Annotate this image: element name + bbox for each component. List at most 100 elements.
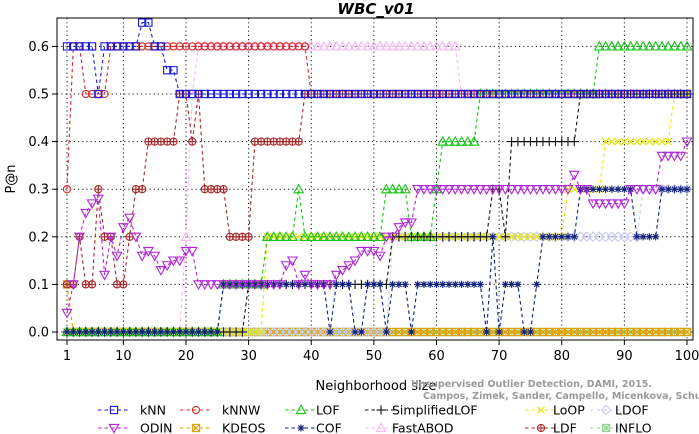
data-point <box>163 328 171 336</box>
data-point <box>332 89 341 99</box>
data-point <box>574 185 587 195</box>
data-point <box>169 66 178 75</box>
data-point <box>201 328 209 336</box>
data-point <box>607 137 616 146</box>
data-point <box>61 308 73 319</box>
data-point <box>261 231 273 241</box>
data-point <box>637 185 649 195</box>
data-point <box>551 89 560 99</box>
data-point <box>188 89 197 99</box>
data-point <box>593 40 605 51</box>
legend-label: LoOP <box>553 403 585 418</box>
data-point <box>318 231 330 241</box>
data-point <box>250 328 259 336</box>
legend-marker <box>295 404 307 415</box>
data-point <box>444 89 454 99</box>
data-point <box>631 40 643 51</box>
data-point <box>374 40 386 51</box>
data-point <box>163 66 172 75</box>
series-odin <box>61 137 693 319</box>
data-point <box>526 232 535 241</box>
data-point <box>418 40 430 51</box>
data-point <box>650 40 662 51</box>
data-point <box>682 89 692 99</box>
data-point <box>150 42 159 51</box>
data-point <box>526 328 535 336</box>
data-point <box>501 89 510 99</box>
data-point <box>514 280 522 288</box>
data-point <box>426 89 435 99</box>
data-point <box>311 40 324 51</box>
series-line <box>67 93 687 333</box>
data-point <box>180 231 192 241</box>
data-point <box>595 89 604 99</box>
legend-label: LOF <box>316 403 340 418</box>
data-point <box>443 185 455 195</box>
data-point <box>681 137 693 148</box>
x-tick-label: 70 <box>491 349 508 364</box>
data-point <box>343 40 355 51</box>
legend-item-knn: kNN <box>98 403 166 418</box>
data-point <box>388 89 397 99</box>
data-point <box>395 280 403 288</box>
series-loop <box>63 90 691 336</box>
data-point <box>405 40 417 51</box>
data-point <box>675 151 687 162</box>
data-point <box>487 185 499 195</box>
data-point <box>249 280 261 291</box>
data-point <box>558 233 566 241</box>
data-point <box>99 270 111 281</box>
data-point <box>225 89 234 99</box>
data-point <box>476 89 485 99</box>
data-point <box>495 232 504 241</box>
data-point <box>326 328 334 336</box>
data-point <box>286 256 298 267</box>
data-point <box>186 246 198 257</box>
data-point <box>551 233 560 241</box>
data-point <box>538 89 548 99</box>
data-point <box>325 89 335 99</box>
data-point <box>587 199 599 210</box>
data-point <box>330 270 342 281</box>
legend-item-inflo: INFLO <box>590 421 652 434</box>
data-point <box>307 89 316 99</box>
data-point <box>489 233 497 241</box>
x-tick-label: 20 <box>178 349 195 364</box>
data-point <box>457 89 466 99</box>
legend-item-cof: COF <box>285 421 342 434</box>
data-point <box>161 261 173 272</box>
data-point <box>280 261 292 272</box>
data-point <box>255 280 267 291</box>
data-point <box>643 185 655 195</box>
data-point <box>513 89 523 99</box>
data-point <box>231 89 241 99</box>
data-point <box>650 185 662 195</box>
data-point <box>393 40 405 51</box>
legend-marker <box>600 404 612 416</box>
data-point <box>300 42 310 51</box>
data-point <box>439 280 447 288</box>
data-point <box>606 40 618 51</box>
data-point <box>632 89 642 99</box>
data-point <box>652 233 660 241</box>
data-point <box>562 185 574 195</box>
data-point <box>549 185 562 195</box>
legend-item-simplifiedlof: SimplifiedLOF <box>365 403 478 418</box>
legend-marker <box>297 424 305 432</box>
data-point <box>675 40 687 51</box>
data-point <box>200 42 209 51</box>
data-point <box>532 89 541 99</box>
data-point <box>614 137 623 146</box>
data-point <box>362 40 374 51</box>
data-point <box>244 42 253 51</box>
data-point <box>107 328 115 336</box>
data-point <box>63 328 71 336</box>
data-point <box>568 170 580 181</box>
data-point <box>100 42 109 51</box>
legend-item-ldf: LDF <box>525 421 577 434</box>
data-point <box>506 185 518 195</box>
data-point <box>570 233 578 241</box>
data-point <box>236 280 248 291</box>
data-point <box>668 151 681 162</box>
